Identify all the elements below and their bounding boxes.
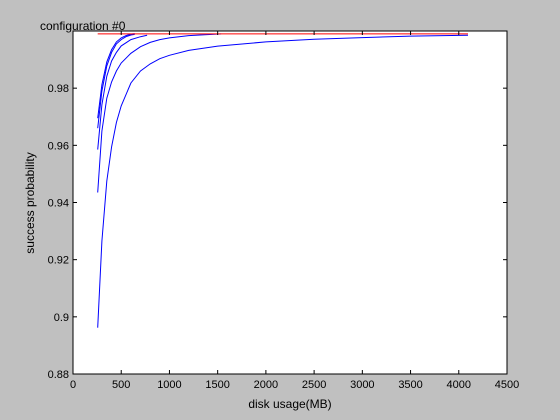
y-tick-label: 0.88: [48, 369, 69, 381]
x-tick-label: 4000: [447, 379, 471, 391]
y-tick-label: 0.98: [48, 83, 69, 95]
series-layer: [97, 33, 469, 328]
x-tick-label: 3500: [398, 379, 422, 391]
x-tick-label: 2500: [302, 379, 326, 391]
x-axis-label: disk usage(MB): [248, 397, 331, 411]
y-axis-label: success probability: [23, 152, 37, 253]
x-tick-label: 2000: [254, 379, 278, 391]
series-line-4: [97, 33, 135, 119]
series-line-3: [97, 33, 135, 129]
x-tick-label: 1500: [205, 379, 229, 391]
plot-area: [73, 31, 507, 374]
series-line-2: [97, 34, 148, 150]
y-axis-ticks: 0.88 0.9 0.92 0.94 0.96 0.98: [48, 83, 507, 381]
chart-title: configuration #0: [40, 19, 126, 33]
y-tick-label: 0.94: [48, 198, 69, 210]
x-tick-label: 3000: [350, 379, 374, 391]
series-line-0: [97, 34, 469, 328]
y-tick-label: 0.9: [54, 312, 69, 324]
x-tick-label: 0: [70, 379, 76, 391]
x-tick-label: 1000: [157, 379, 181, 391]
x-axis-ticks: 0 500 1000 1500 2000 2500 3000 3500 4000 4500: [70, 31, 519, 391]
y-tick-label: 0.96: [48, 140, 69, 152]
x-tick-label: 500: [112, 379, 130, 391]
y-tick-label: 0.92: [48, 255, 69, 267]
series-line-1: [97, 33, 222, 193]
x-tick-label: 4500: [495, 379, 519, 391]
